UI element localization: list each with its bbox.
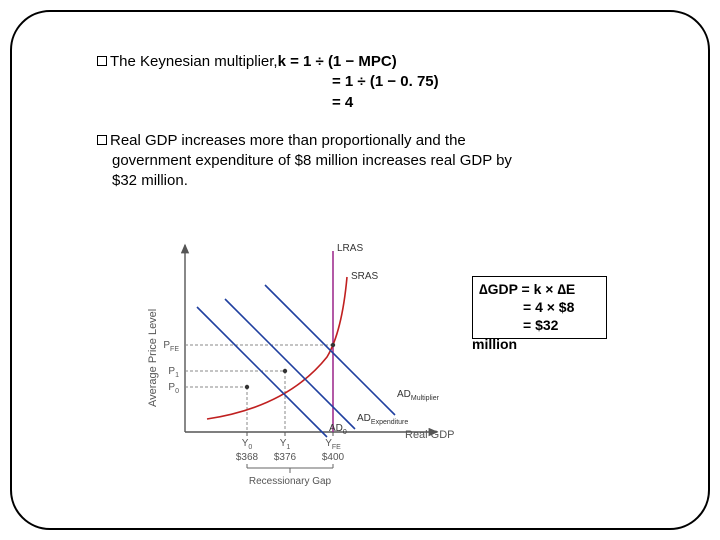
checkbox-icon	[97, 135, 107, 145]
bullet-1: The Keynesian multiplier, k = 1 ÷ (1 − M…	[97, 52, 667, 113]
bullet-2: Real GDP increases more than proportiona…	[97, 131, 667, 192]
bullet-2-lead: Real GDP increases more than proportiona…	[110, 132, 466, 149]
svg-text:$376: $376	[274, 452, 297, 463]
bullet-2-line2: government expenditure of $8 million inc…	[112, 151, 667, 171]
y-axis-label: Average Price Level	[147, 309, 159, 407]
bullet-1-eq3: = 4	[332, 93, 667, 113]
svg-text:$400: $400	[322, 452, 345, 463]
bullet-1-lead: The Keynesian multiplier,	[110, 53, 278, 70]
bullet-1-eq1: k = 1 ÷ (1 − MPC)	[278, 52, 397, 72]
econ-chart-svg: LRAS SRAS AD0 ADExpenditure ADMultiplier PFE P…	[137, 237, 467, 502]
info-line-3: = $32	[523, 316, 600, 334]
svg-text:AD0: AD0	[329, 423, 347, 436]
svg-text:SRAS: SRAS	[351, 271, 379, 282]
info-tail: million	[472, 336, 517, 352]
bullet-1-eq2: = 1 ÷ (1 − 0. 75)	[332, 72, 667, 92]
svg-text:P0: P0	[168, 382, 179, 395]
info-line-2: = 4 × $8	[523, 298, 600, 316]
svg-text:PFE: PFE	[163, 340, 179, 353]
svg-text:Recessionary Gap: Recessionary Gap	[249, 476, 332, 487]
svg-text:ADMultiplier: ADMultiplier	[397, 389, 440, 402]
info-line-1: ∆GDP = k × ∆E	[479, 280, 600, 298]
svg-text:ADExpenditure: ADExpenditure	[357, 413, 408, 426]
svg-text:Y1: Y1	[280, 438, 291, 451]
content-area: The Keynesian multiplier, k = 1 ÷ (1 − M…	[97, 52, 667, 210]
checkbox-icon	[97, 56, 107, 66]
x-axis-label: Real GDP	[405, 429, 455, 441]
svg-text:YFE: YFE	[325, 438, 341, 451]
gdp-info-box: ∆GDP = k × ∆E = 4 × $8 = $32	[472, 276, 607, 339]
svg-text:LRAS: LRAS	[337, 243, 363, 254]
svg-text:$368: $368	[236, 452, 259, 463]
bullet-2-line3: $32 million.	[112, 171, 667, 191]
slide-frame: The Keynesian multiplier, k = 1 ÷ (1 − M…	[10, 10, 710, 530]
svg-text:Y0: Y0	[242, 438, 253, 451]
svg-text:P1: P1	[168, 366, 179, 379]
diagram: LRAS SRAS AD0 ADExpenditure ADMultiplier PFE P…	[137, 237, 467, 502]
